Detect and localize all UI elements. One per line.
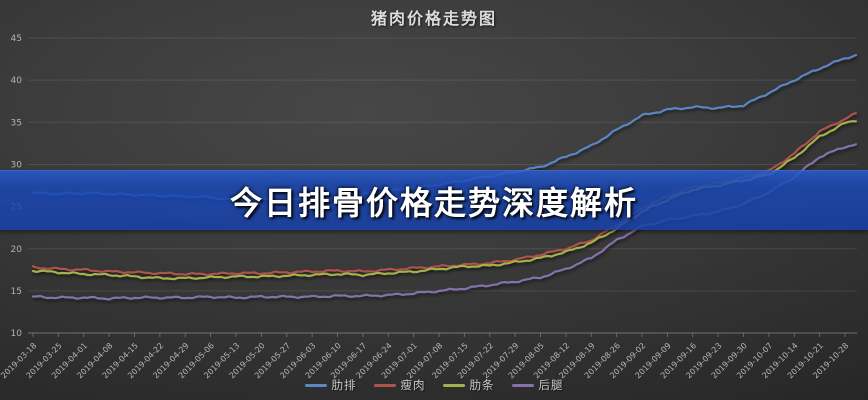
legend-label: 后腿 bbox=[538, 378, 564, 392]
svg-text:15: 15 bbox=[11, 287, 22, 297]
svg-text:20: 20 bbox=[11, 245, 23, 255]
legend-swatch-icon bbox=[304, 383, 327, 387]
svg-text:45: 45 bbox=[11, 34, 22, 44]
legend-item-肋排: 肋排 bbox=[304, 377, 357, 393]
legend-label: 肋条 bbox=[469, 378, 495, 392]
legend-label: 瘦肉 bbox=[400, 378, 426, 392]
legend-swatch-icon bbox=[511, 383, 534, 387]
svg-text:35: 35 bbox=[11, 118, 22, 128]
svg-text:40: 40 bbox=[11, 76, 23, 86]
chart-title: 猪肉价格走势图 bbox=[370, 9, 497, 28]
headline-text: 今日排骨价格走势深度解析 bbox=[229, 183, 638, 222]
legend-item-肋条: 肋条 bbox=[442, 377, 495, 393]
legend-label: 肋排 bbox=[331, 378, 357, 392]
svg-text:30: 30 bbox=[11, 160, 23, 170]
svg-text:10: 10 bbox=[11, 329, 23, 339]
legend-item-后腿: 后腿 bbox=[511, 377, 564, 393]
legend-swatch-icon bbox=[373, 383, 396, 387]
headline-banner: 今日排骨价格走势深度解析 bbox=[0, 170, 868, 230]
x-axis-labels: 2019-03-182019-03-252019-04-012019-04-08… bbox=[0, 341, 850, 380]
chart-legend: 肋排 瘦肉 肋条 后腿 bbox=[0, 376, 868, 394]
x-axis-ticks bbox=[32, 333, 846, 338]
legend-swatch-icon bbox=[442, 383, 465, 387]
legend-item-瘦肉: 瘦肉 bbox=[373, 377, 426, 393]
